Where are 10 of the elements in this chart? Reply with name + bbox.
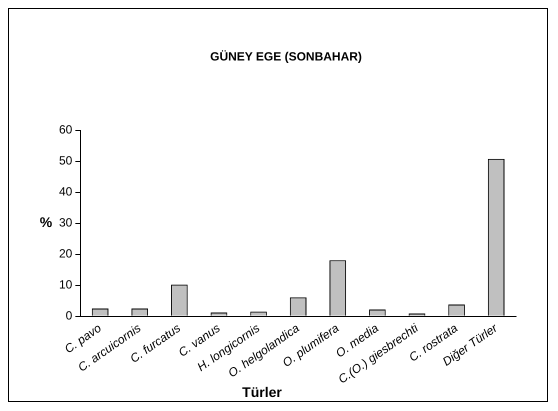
y-tick-label: 20 xyxy=(58,246,73,261)
y-tick-label: 0 xyxy=(66,308,73,323)
y-tick-label: 50 xyxy=(58,154,73,168)
y-tick-label: 40 xyxy=(58,184,73,199)
chart-title: GÜNEY EGE (SONBAHAR) xyxy=(210,50,362,64)
y-tick-label: 60 xyxy=(58,122,73,137)
y-tick-label: 30 xyxy=(58,216,73,230)
y-axis-title: % xyxy=(40,214,53,230)
x-axis-title: Türler xyxy=(242,384,282,400)
y-tick-label: 10 xyxy=(58,278,73,292)
